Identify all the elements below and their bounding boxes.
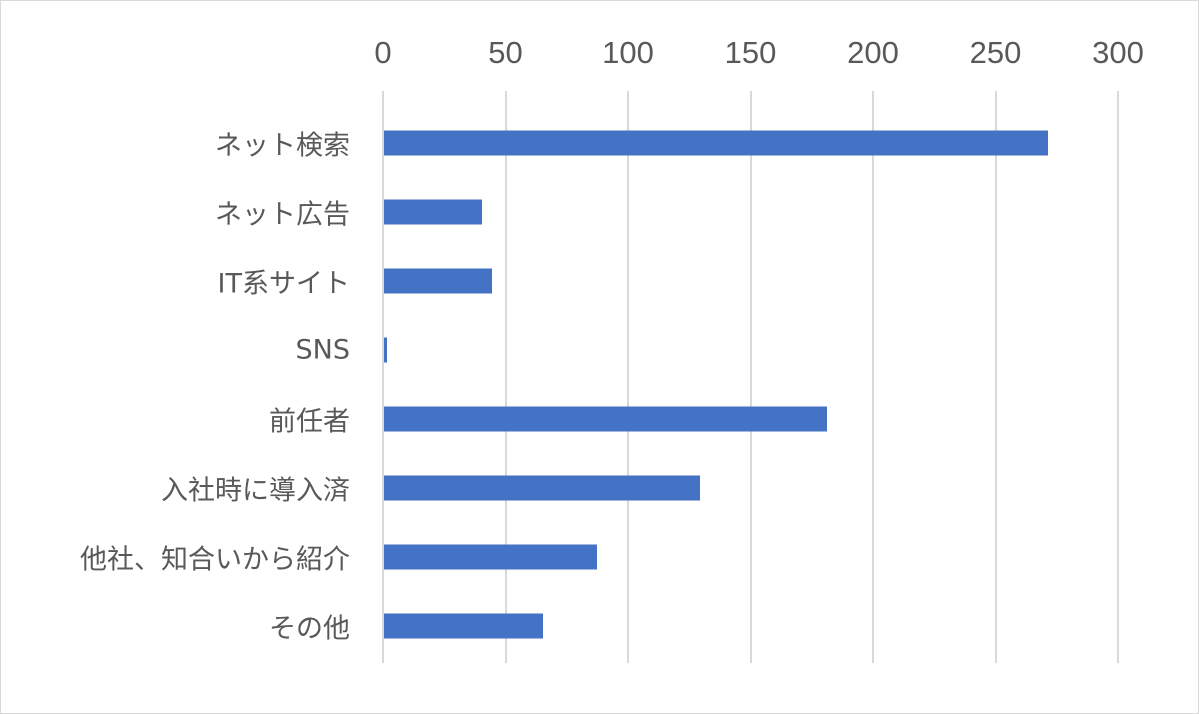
bar [384,130,1048,156]
category-label: ネット広告 [215,199,350,231]
x-tick-label: 50 [488,35,523,70]
x-tick-label: 200 [847,35,899,70]
category-label: 前任者 [269,406,350,438]
category-label: IT系サイト [217,268,350,300]
gridline [749,91,752,663]
bar [384,337,387,363]
gridline [994,91,997,663]
category-label: その他 [269,613,350,645]
gridline [872,91,874,663]
x-tick-label: 150 [724,35,777,70]
bar [384,268,492,294]
x-tick-label: 100 [602,35,654,70]
category-label: 入社時に導入済 [161,475,350,507]
bar [384,544,598,570]
x-tick-label: 300 [1092,35,1144,70]
bar [384,475,701,501]
category-label: SNS [295,334,350,366]
gridline [627,91,629,663]
x-tick-label: 0 [374,35,392,70]
category-label: 他社、知合いから紹介 [80,544,350,576]
bar [384,199,482,225]
category-label: ネット検索 [215,130,350,162]
x-tick-label: 250 [969,35,1022,70]
gridline [1117,91,1119,663]
bar [384,406,828,432]
bar [384,613,544,639]
gridline [382,91,384,663]
gridline [504,91,507,663]
